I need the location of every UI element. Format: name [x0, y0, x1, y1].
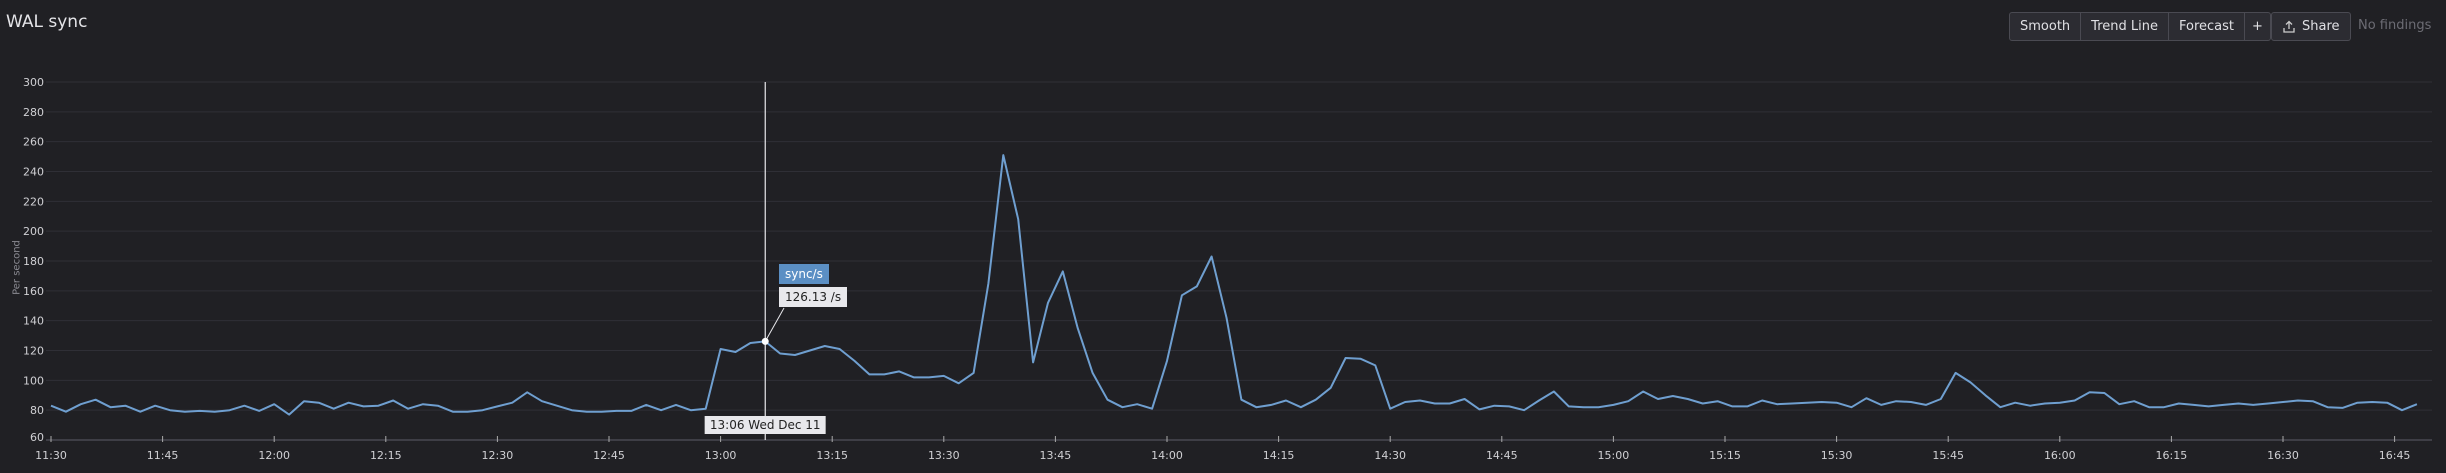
x-tick-label: 14:30 — [1374, 449, 1406, 462]
y-tick-label: 180 — [23, 255, 44, 268]
tooltip-value: 126.13 /s — [779, 287, 848, 307]
x-tick-label: 14:45 — [1486, 449, 1518, 462]
x-tick-label: 13:30 — [928, 449, 960, 462]
y-tick-label: 120 — [23, 345, 44, 358]
x-tick-label: 11:30 — [35, 449, 67, 462]
x-tick-label: 13:15 — [816, 449, 848, 462]
y-tick-label: 240 — [23, 166, 44, 179]
x-tick-label: 15:00 — [1598, 449, 1630, 462]
x-tick-label: 13:45 — [1040, 449, 1072, 462]
share-upload-icon — [2283, 20, 2295, 33]
x-tick-label: 12:30 — [482, 449, 514, 462]
share-button[interactable]: Share — [2271, 12, 2351, 41]
forecast-button[interactable]: Forecast — [2169, 13, 2245, 40]
y-tick-label: 160 — [23, 285, 44, 298]
panel-title: WAL sync — [6, 12, 88, 32]
x-tick-label: 12:15 — [370, 449, 402, 462]
y-tick-label: 80 — [30, 404, 44, 417]
chart-toolbar: Smooth Trend Line Forecast + — [2009, 12, 2271, 41]
trend-line-button[interactable]: Trend Line — [2081, 13, 2169, 40]
x-tick-label: 14:15 — [1263, 449, 1295, 462]
x-tick-label: 16:00 — [2044, 449, 2076, 462]
y-tick-label: 280 — [23, 106, 44, 119]
y-tick-label: 100 — [23, 374, 44, 387]
findings-status: No findings — [2358, 18, 2432, 33]
tooltip-series-name: sync/s — [779, 264, 829, 284]
series-line-sync — [50, 154, 2418, 416]
tooltip-leader-line — [764, 307, 785, 342]
y-tick-label: 300 — [23, 76, 44, 89]
x-tick-label: 15:15 — [1709, 449, 1741, 462]
x-tick-label: 13:00 — [705, 449, 737, 462]
x-tick-label: 15:30 — [1821, 449, 1853, 462]
y-tick-label: 260 — [23, 136, 44, 149]
x-tick-label: 14:00 — [1151, 449, 1183, 462]
y-tick-label: 220 — [23, 195, 44, 208]
x-tick-label: 11:45 — [147, 449, 179, 462]
x-tick-label: 12:45 — [593, 449, 625, 462]
x-tick-label: 16:15 — [2156, 449, 2188, 462]
x-tick-label: 16:45 — [2379, 449, 2411, 462]
y-axis-title: Per second — [11, 240, 23, 295]
y-tick-label: 60 — [30, 431, 44, 444]
y-tick-label: 140 — [23, 315, 44, 328]
tooltip-time: 13:06 Wed Dec 11 — [704, 416, 826, 434]
x-tick-label: 15:45 — [1932, 449, 1964, 462]
plus-icon[interactable]: + — [2252, 19, 2263, 34]
hover-point — [761, 337, 769, 345]
smooth-button[interactable]: Smooth — [2010, 13, 2082, 40]
y-tick-label: 200 — [23, 225, 44, 238]
share-label: Share — [2302, 19, 2340, 34]
x-tick-label: 12:00 — [258, 449, 290, 462]
x-tick-label: 16:30 — [2267, 449, 2299, 462]
